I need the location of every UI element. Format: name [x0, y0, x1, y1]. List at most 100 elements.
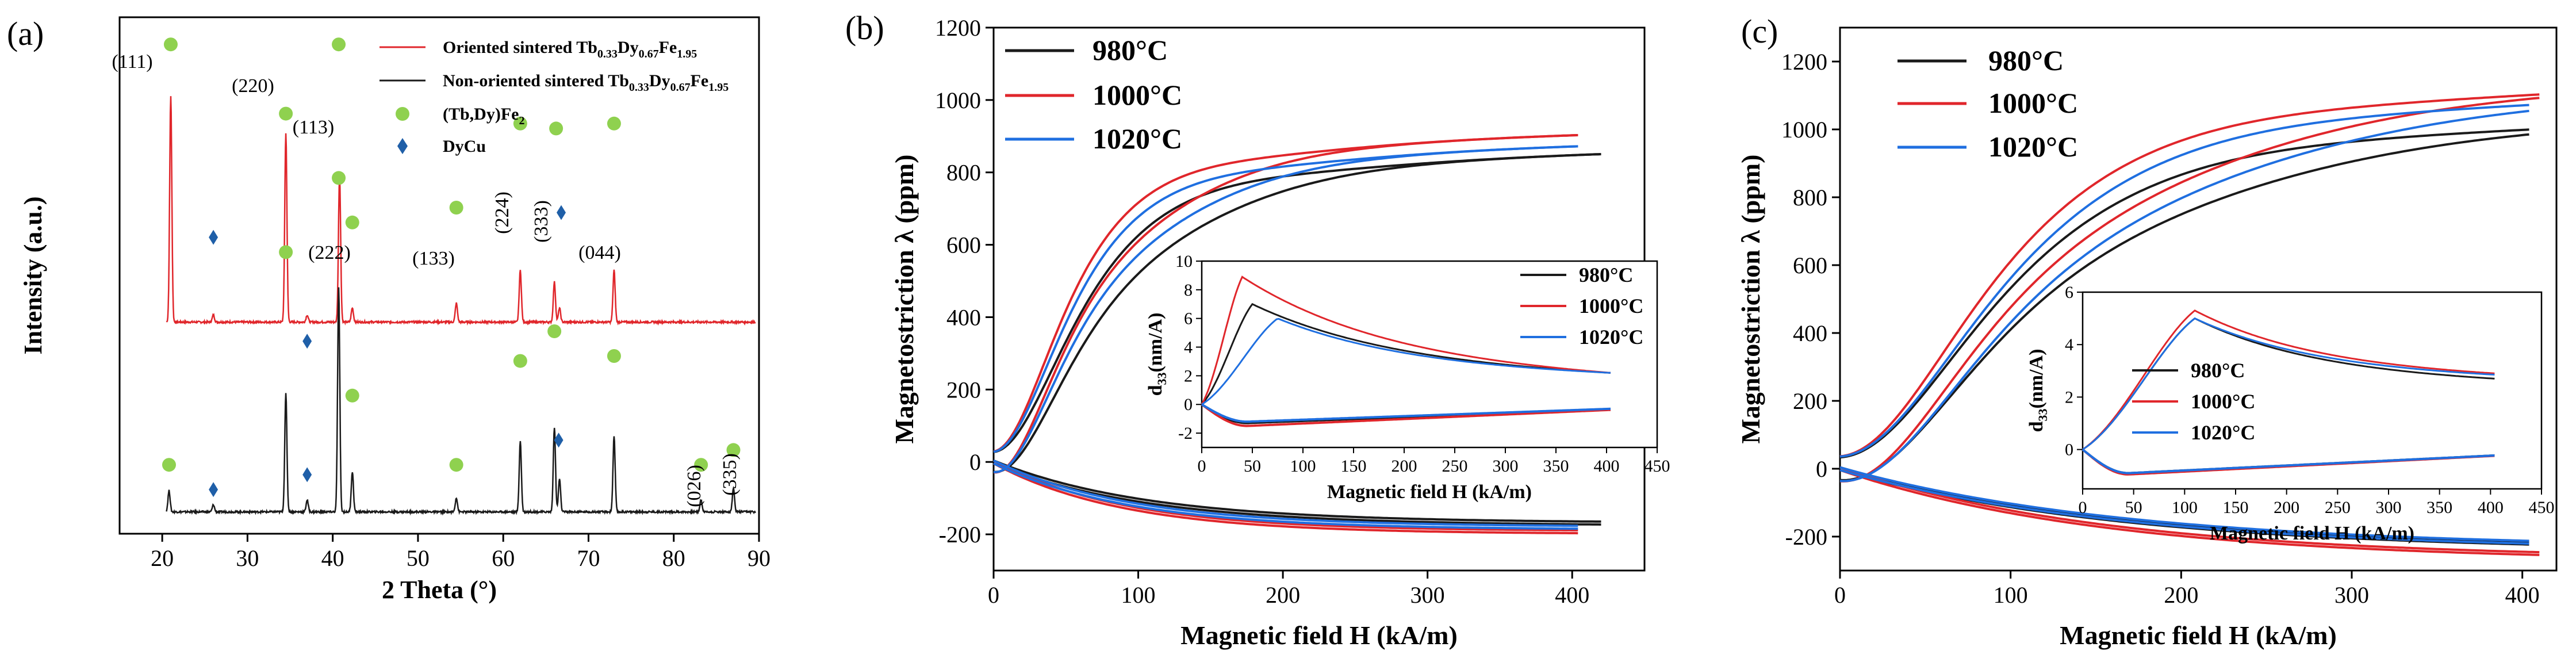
b-main-y-tick-label: 800 [946, 160, 981, 186]
a-x-tick-label: 30 [236, 545, 259, 571]
b-main-ylabel: Magnetostriction λ (ppm) [890, 155, 919, 444]
c-inset-y-tick-label: 2 [2065, 388, 2073, 407]
panel-c-inset-legend: 980°C 1000°C 1020°C [2132, 359, 2255, 444]
panel-a-legend: Oriented sintered Tb0.33Dy0.67Fe1.95 Non… [379, 38, 729, 156]
legend-circle-marker [396, 107, 409, 121]
peak-label-026: (026) [684, 465, 705, 507]
b-main-curve-1020°C-down [993, 145, 1578, 453]
b-main-x-tick-label: 200 [1266, 582, 1300, 608]
b-main-y-tick-label: 1000 [935, 87, 981, 113]
b-legend-1000: 1000°C [1092, 79, 1182, 111]
peak-label-111: (111) [112, 51, 152, 72]
c-inset-x-tick-label: 200 [2274, 498, 2299, 517]
c-main-y-tick-label: 200 [1793, 388, 1827, 414]
panel-a-markers [162, 37, 741, 497]
c-main-x-tick-label: 100 [1994, 582, 2028, 608]
panel-a-label: (a) [7, 15, 44, 52]
a-x-tick-label: 20 [151, 545, 174, 571]
b-inset-ylabel: d33(nm/A) [1145, 313, 1169, 396]
b-main-perp-curve-1000°C-b [993, 462, 1578, 535]
c-main-ylabel: Magnetostriction λ (ppm) [1736, 155, 1765, 444]
b-inset-d33-1000°C-neg [1201, 403, 1611, 427]
c-legend-1000: 1000°C [1988, 87, 2078, 119]
c-inset-d33-1000°C-pos [2082, 309, 2495, 450]
b-inset-x-tick-label: 0 [1198, 457, 1206, 476]
peak-label-220: (220) [232, 75, 274, 97]
panel-a: (a) 20 30 40 50 60 70 80 90 2 Theta (°) Intensi… [7, 15, 770, 604]
b-inset-y-tick-label: 4 [1184, 338, 1193, 357]
peak-label-333: (333) [531, 200, 552, 243]
peak-label-335: (335) [719, 453, 741, 496]
legend-dycu: DyCu [443, 137, 486, 156]
c-legend-1020: 1020°C [1988, 131, 2078, 163]
b-main-y-tick-label: 600 [946, 232, 981, 258]
b-inset-ylabel-rest: (nm/A) [1145, 313, 1166, 373]
b-main-curve-980°C-down [993, 153, 1601, 453]
panel-b-legend: 980°C 1000°C 1020°C [1005, 34, 1182, 155]
panel-a-curves [166, 96, 757, 516]
c-inset-x-tick-label: 300 [2376, 498, 2402, 517]
phase-marker-circle [332, 171, 346, 185]
b-inset-y-tick-label: -2 [1178, 424, 1193, 443]
a-x-tick-label: 70 [577, 545, 600, 571]
phase-marker-diamond [302, 467, 312, 483]
b-main-y-tick-label: 0 [969, 449, 981, 475]
panel-a-x-ticks: 20 30 40 50 60 70 80 90 [151, 534, 770, 571]
phase-marker-circle [449, 201, 463, 215]
a-x-tick-label: 90 [747, 545, 770, 571]
b-inset-ylabel-main: d [1145, 385, 1166, 396]
panel-c: (c) 0 100 200 300 400-2000200400600800100012… [1736, 13, 2558, 650]
c-inset-legend-1020: 1020°C [2191, 421, 2255, 444]
c-main-curve-1000°C-down [1839, 93, 2540, 458]
c-main-y-tick-label: 1000 [1781, 117, 1827, 143]
panel-b-inset: 0 50 100 150 200 250 300 350 400 450 -2 0 2 4 6 8 10 Magn… [1145, 252, 1670, 503]
c-legend-980: 980°C [1988, 44, 2064, 76]
c-inset-x-tick-label: 450 [2529, 498, 2555, 517]
phase-marker-diamond [209, 229, 218, 245]
c-inset-legend-980: 980°C [2191, 359, 2245, 382]
b-main-y-tick-label: 1200 [935, 15, 981, 41]
c-main-perp-curve-1020°C-b [1839, 469, 2529, 545]
c-main-y-tick-label: 600 [1793, 252, 1827, 278]
c-inset-frame [2082, 291, 2543, 490]
b-inset-x-tick-label: 300 [1493, 457, 1519, 476]
phase-marker-diamond [557, 205, 566, 220]
panel-b-label: (b) [845, 9, 884, 47]
b-inset-y-tick-label: 8 [1184, 281, 1193, 300]
c-inset-y-tick-label: 4 [2065, 335, 2073, 354]
peak-label-133: (133) [412, 248, 455, 269]
panel-a-peak-labels: (111) (220) (113) (222) (133) (224) (333… [112, 51, 741, 507]
b-main-y-tick-label: 400 [946, 304, 981, 330]
b-main-y-tick-label: -200 [939, 522, 981, 548]
c-main-xlabel: Magnetic field H (kA/m) [2060, 621, 2337, 650]
c-inset-ylabel-rest: (nm/A) [2026, 349, 2047, 409]
c-main-perp-curve-1020°C-a [1839, 466, 2529, 542]
c-inset-ylabel-main: d [2026, 421, 2047, 432]
b-inset-x-tick-label: 50 [1244, 457, 1261, 476]
c-inset-x-tick-label: 400 [2478, 498, 2504, 517]
c-inset-ylabel: d33(nm/A) [2026, 349, 2050, 432]
panel-b-inset-legend: 980°C 1000°C 1020°C [1520, 263, 1643, 349]
b-inset-ylabel-sub: 33 [1155, 372, 1169, 385]
c-inset-x-tick-label: 150 [2223, 498, 2249, 517]
c-inset-x-tick-label: 250 [2325, 498, 2351, 517]
legend-tbdyfe2: (Tb,Dy)Fe2 [443, 105, 524, 127]
b-main-curve-1000°C-down [993, 134, 1578, 453]
c-main-y-tick-label: 800 [1793, 185, 1827, 210]
b-main-y-tick-label: 200 [946, 377, 981, 403]
c-main-y-tick-label: -200 [1785, 524, 1827, 550]
b-inset-legend-1000: 1000°C [1579, 294, 1643, 317]
c-main-x-tick-label: 0 [1834, 582, 1846, 608]
c-inset-x-tick-label: 350 [2426, 498, 2452, 517]
b-inset-x-tick-label: 200 [1392, 457, 1417, 476]
c-main-perp-curve-1000°C-a [1839, 466, 2540, 554]
peak-label-222: (222) [308, 242, 351, 263]
b-main-x-tick-label: 100 [1121, 582, 1156, 608]
c-main-y-tick-label: 0 [1816, 456, 1827, 482]
phase-marker-diamond [302, 334, 312, 349]
peak-label-224: (224) [492, 192, 513, 234]
b-inset-x-tick-label: 150 [1341, 457, 1367, 476]
panel-a-ylabel: Intensity (a.u.) [19, 196, 47, 354]
c-inset-d33-1020°C-neg [2082, 449, 2495, 474]
